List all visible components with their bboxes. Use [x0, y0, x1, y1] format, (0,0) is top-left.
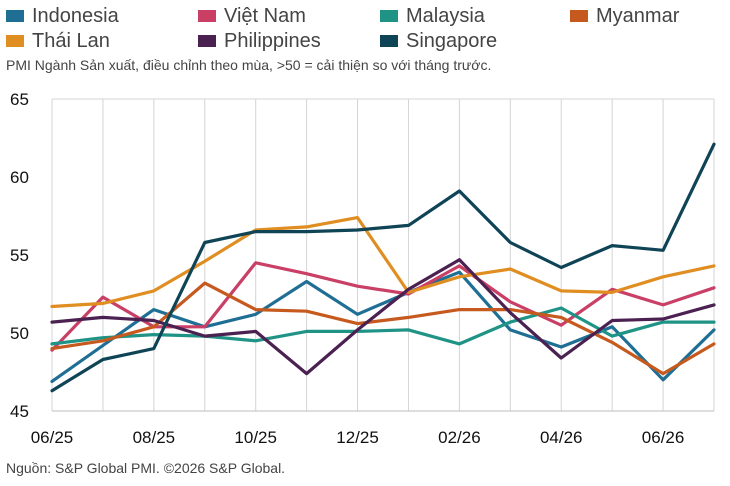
legend-item-malaysia: Malaysia	[380, 4, 485, 28]
series-line-philippines	[50, 258, 716, 376]
legend: Indonesia Việt Nam Malaysia Myanmar Thái Lan…	[0, 0, 730, 58]
x-tick-label: 04/26	[540, 428, 583, 447]
legend-swatch	[570, 10, 588, 22]
x-tick-label: 06/25	[31, 428, 74, 447]
legend-item-myanmar: Myanmar	[570, 4, 679, 28]
y-tick-label: 45	[10, 402, 29, 421]
series-line-thai-lan	[50, 216, 716, 309]
legend-swatch	[6, 35, 24, 47]
legend-label: Myanmar	[596, 4, 680, 27]
series-line-myanmar	[50, 281, 716, 376]
legend-item-philippines: Philippines	[198, 29, 321, 53]
legend-swatch	[380, 35, 398, 47]
x-tick-label: 08/25	[133, 428, 176, 447]
legend-label: Singapore	[406, 29, 498, 52]
legend-item-thai-lan: Thái Lan	[6, 29, 110, 53]
legend-swatch	[380, 10, 398, 22]
y-tick-label: 55	[10, 246, 29, 265]
legend-item-viet-nam: Việt Nam	[198, 4, 306, 28]
x-tick-label: 10/25	[234, 428, 277, 447]
legend-label: Việt Nam	[224, 4, 306, 27]
legend-label: Philippines	[224, 29, 321, 52]
legend-item-singapore: Singapore	[380, 29, 497, 53]
legend-label: Malaysia	[406, 4, 485, 27]
y-tick-label: 65	[10, 90, 29, 109]
x-tick-label: 12/25	[336, 428, 379, 447]
source-note: Nguồn: S&P Global PMI. ©2026 S&P Global.	[6, 460, 286, 476]
y-tick-label: 60	[10, 168, 29, 187]
legend-item-indonesia: Indonesia	[6, 4, 119, 28]
legend-swatch	[198, 10, 216, 22]
series-line-viet-nam	[50, 261, 716, 352]
legend-swatch	[198, 35, 216, 47]
legend-label: Indonesia	[32, 4, 119, 27]
legend-label: Thái Lan	[32, 29, 110, 52]
y-tick-label: 50	[10, 324, 29, 343]
series-line-singapore	[50, 142, 716, 393]
x-tick-label: 02/26	[438, 428, 481, 447]
legend-swatch	[6, 10, 24, 22]
x-tick-label: 06/26	[642, 428, 685, 447]
series-line-malaysia	[50, 306, 716, 346]
chart-subtitle: PMI Ngành Sản xuất, điều chỉnh theo mùa,…	[6, 57, 492, 73]
line-chart: 45 50 55 60 65 06/25 08/25 10/25 12/25 02/26 04/26…	[10, 90, 716, 447]
